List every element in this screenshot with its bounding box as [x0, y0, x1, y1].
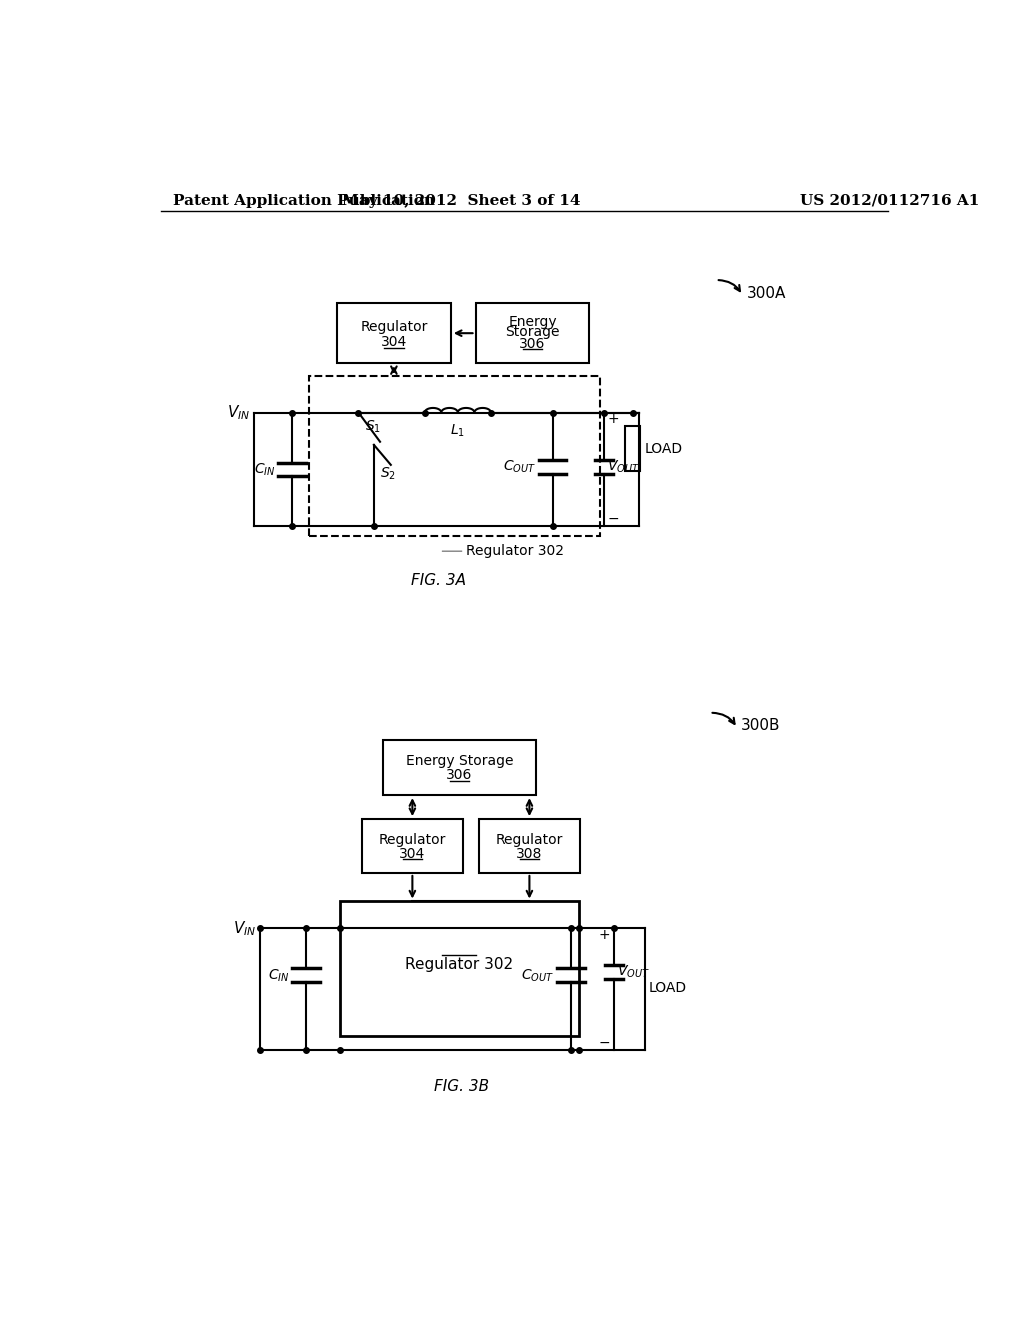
Text: $V_{OUT}$: $V_{OUT}$	[617, 964, 650, 981]
Text: 300B: 300B	[741, 718, 780, 734]
Text: $V_{OUT}$: $V_{OUT}$	[607, 459, 640, 475]
Text: $V_{IN}$: $V_{IN}$	[232, 919, 256, 937]
Text: 308: 308	[516, 846, 543, 861]
Text: 304: 304	[381, 335, 407, 350]
Bar	[361, 818, 463, 873]
Text: LOAD: LOAD	[644, 442, 682, 455]
Text: 306: 306	[446, 768, 472, 783]
Text: $S_1$: $S_1$	[365, 418, 381, 434]
Text: $C_{OUT}$: $C_{OUT}$	[521, 968, 554, 983]
Text: Regulator: Regulator	[379, 833, 446, 847]
Text: Regulator: Regulator	[360, 319, 428, 334]
Text: Energy: Energy	[508, 315, 557, 330]
Text: Regulator 302: Regulator 302	[466, 544, 564, 558]
Text: Regulator: Regulator	[496, 833, 563, 847]
Bar	[383, 739, 536, 795]
Text: Patent Application Publication: Patent Application Publication	[173, 194, 435, 207]
Bar	[309, 376, 600, 536]
Text: −: −	[599, 1035, 610, 1049]
Text: $S_2$: $S_2$	[380, 466, 396, 482]
Text: +: +	[599, 928, 610, 941]
Text: Energy Storage: Energy Storage	[406, 754, 513, 768]
Text: +: +	[607, 412, 618, 425]
Text: US 2012/0112716 A1: US 2012/0112716 A1	[801, 194, 980, 207]
Text: 306: 306	[519, 337, 546, 351]
Text: Regulator 302: Regulator 302	[406, 957, 513, 973]
Text: $C_{IN}$: $C_{IN}$	[267, 968, 289, 983]
Bar	[337, 304, 451, 363]
Bar	[625, 426, 640, 471]
Text: 304: 304	[399, 846, 426, 861]
Text: FIG. 3A: FIG. 3A	[411, 573, 466, 587]
Text: $C_{IN}$: $C_{IN}$	[254, 461, 275, 478]
Text: May 10, 2012  Sheet 3 of 14: May 10, 2012 Sheet 3 of 14	[342, 194, 581, 207]
Text: −: −	[607, 512, 618, 525]
Text: Storage: Storage	[505, 325, 560, 339]
Text: $C_{OUT}$: $C_{OUT}$	[503, 459, 536, 475]
Text: FIG. 3B: FIG. 3B	[434, 1078, 489, 1094]
Text: $L_1$: $L_1$	[451, 422, 465, 440]
Text: $V_{IN}$: $V_{IN}$	[226, 403, 250, 422]
Bar	[340, 902, 579, 1036]
Text: 300A: 300A	[746, 285, 786, 301]
Bar	[478, 818, 581, 873]
Text: LOAD: LOAD	[649, 982, 687, 995]
Bar	[475, 304, 590, 363]
